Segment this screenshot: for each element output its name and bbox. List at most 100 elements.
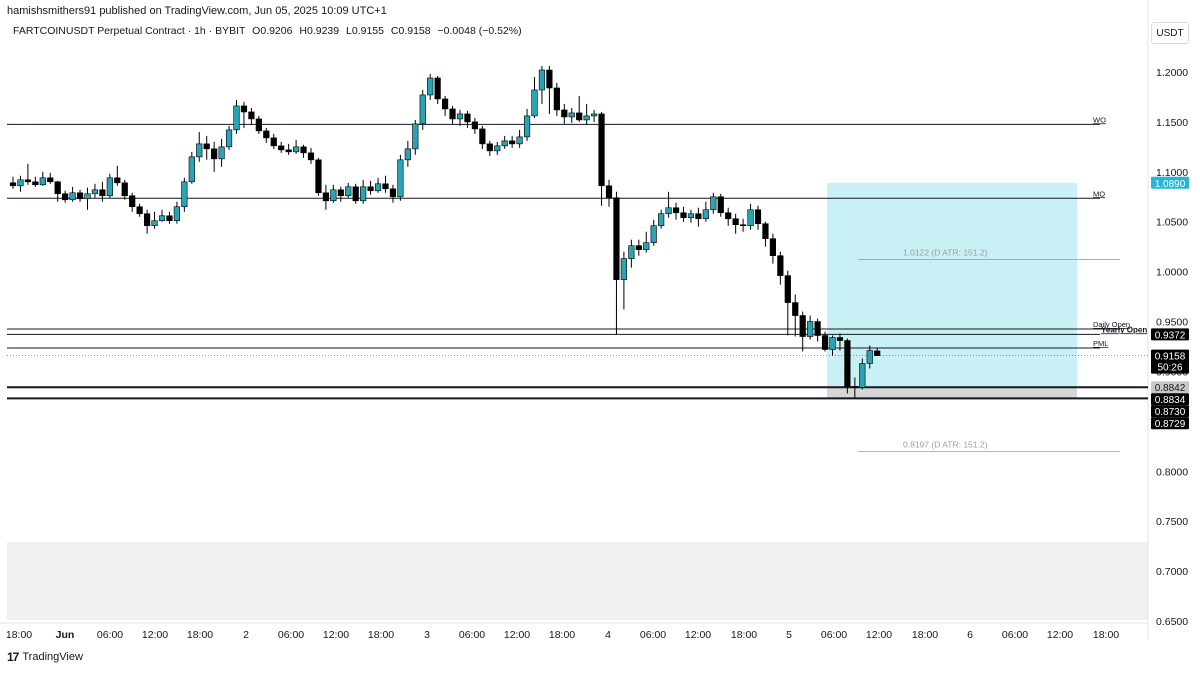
time-tick-label: 18:00 [187, 629, 213, 641]
candle-body [665, 207, 672, 215]
ohlc-high: H0.9239 [299, 25, 340, 37]
time-tick-label: 18:00 [1093, 629, 1119, 641]
candle-body [263, 130, 270, 139]
price-tick-label: 0.7500 [1156, 516, 1188, 528]
candle-body [449, 108, 456, 120]
candle-body [568, 112, 575, 118]
candle-body [166, 215, 173, 222]
symbol-name: FARTCOINUSDT Perpetual Contract · 1h · B… [13, 25, 246, 37]
candle-body [54, 181, 61, 195]
candle-body [17, 179, 24, 187]
candle-body [136, 206, 143, 215]
candle-body [590, 113, 598, 117]
time-tick-label: 06:00 [278, 629, 304, 641]
price-tick-label: 1.1500 [1156, 117, 1188, 129]
candle-body [643, 242, 650, 250]
candle-body [91, 189, 99, 195]
candle-body [248, 111, 255, 120]
time-tick-label: 5 [786, 629, 792, 641]
price-badge [1151, 405, 1189, 418]
candle-body [792, 302, 799, 316]
candle-body [32, 181, 39, 186]
candle-body [240, 105, 248, 113]
price-badge [1151, 417, 1189, 430]
candle-body [874, 350, 881, 356]
candle-body [360, 186, 367, 202]
time-tick-label: 6 [967, 629, 973, 641]
candle-body [747, 209, 754, 227]
time-tick-label: 12:00 [866, 629, 892, 641]
stop-zone [827, 387, 1077, 399]
time-tick-label: 06:00 [821, 629, 847, 641]
candle-body [598, 113, 605, 187]
candle-body [389, 188, 397, 198]
candle-body [866, 350, 873, 364]
brand-name: TradingView [22, 651, 83, 663]
candle-body [650, 225, 657, 243]
price-tick-label: 1.0500 [1156, 217, 1188, 229]
candle-body [531, 89, 538, 117]
candle-body [337, 189, 344, 197]
time-tick-label: 3 [424, 629, 430, 641]
candle-body [345, 186, 352, 197]
candle-body [456, 113, 464, 120]
candle-body [129, 195, 136, 208]
candle-body [412, 123, 419, 150]
candle-body [501, 140, 508, 147]
price-badge [1151, 381, 1189, 394]
candle-body [799, 315, 806, 337]
ohlc-close: C0.9158 [390, 25, 431, 37]
candle-body [24, 179, 32, 183]
price-tick-label: 0.7000 [1156, 566, 1188, 578]
candle-body [680, 212, 687, 219]
candle-body [561, 109, 568, 118]
time-tick-label: Jun [56, 629, 75, 641]
time-tick-label: 06:00 [459, 629, 485, 641]
countdown-text: 50:26 [1157, 363, 1182, 374]
level-label: Yearly Open [1101, 325, 1147, 334]
time-tick-label: 06:00 [97, 629, 123, 641]
price-tick-label: 0.8000 [1156, 466, 1188, 478]
candle-body [717, 196, 724, 214]
ohlc-low: L0.9155 [346, 25, 384, 37]
candle-body [76, 192, 84, 200]
candle-body [121, 182, 128, 197]
time-tick-label: 06:00 [1002, 629, 1028, 641]
candle-body [173, 206, 181, 222]
candle-body [784, 275, 791, 303]
candle-body [404, 148, 411, 161]
candle-body [367, 186, 374, 192]
brand-footer: 17 TradingView [7, 650, 83, 664]
candle-body [807, 321, 814, 337]
price-badge [1151, 328, 1189, 341]
candle-body [382, 183, 389, 190]
price-tick-label: 1.0000 [1156, 267, 1188, 279]
currency-button[interactable]: USDT [1151, 22, 1189, 44]
candle-body [762, 223, 769, 239]
candle-body [151, 220, 158, 227]
atr-label: 0.8197 (D ATR: 151.2) [903, 440, 988, 450]
time-tick-label: 12:00 [1047, 629, 1073, 641]
tradingview-logo-icon: 17 [7, 650, 19, 664]
time-tick-label: 12:00 [504, 629, 530, 641]
publish-info: hamishsmithers91 published on TradingVie… [7, 5, 387, 17]
candle-body [397, 159, 404, 198]
time-tick-label: 18:00 [731, 629, 757, 641]
candle-body [374, 183, 382, 192]
time-tick-label: 2 [243, 629, 249, 641]
candle-body [322, 192, 330, 202]
candle-body [427, 77, 434, 96]
candle-body [211, 148, 218, 160]
atr-label: 1.0122 (D ATR: 151.2) [903, 247, 988, 257]
candle-body [47, 177, 54, 183]
candle-body [739, 224, 747, 227]
level-label: WO [1093, 115, 1106, 124]
candle-body [69, 192, 76, 201]
candle-body [471, 121, 479, 130]
candle-body [285, 149, 292, 153]
time-tick-label: 18:00 [912, 629, 938, 641]
candle-body [583, 115, 590, 121]
candle-body [158, 215, 166, 222]
